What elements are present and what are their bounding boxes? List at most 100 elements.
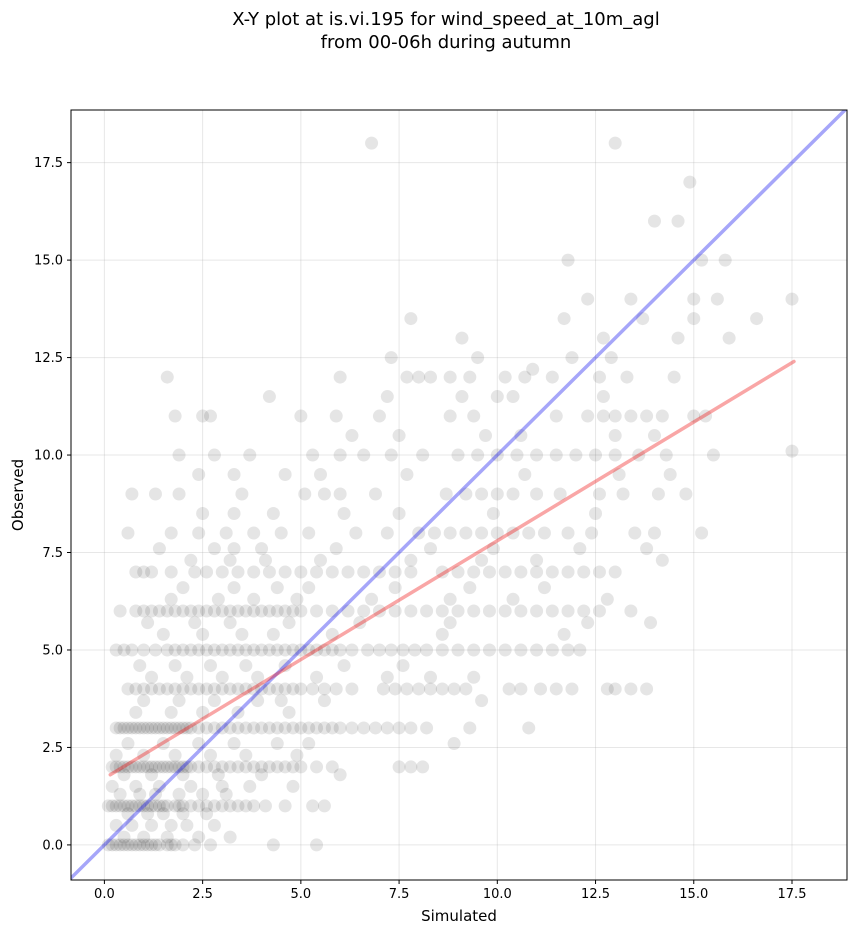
data-point	[498, 604, 512, 618]
data-point	[667, 370, 681, 384]
data-point	[192, 468, 206, 482]
data-point	[647, 429, 661, 443]
data-point	[329, 542, 343, 556]
data-point	[592, 604, 606, 618]
data-point	[400, 468, 414, 482]
data-point	[589, 507, 603, 521]
data-point	[184, 553, 198, 567]
data-point	[380, 390, 394, 404]
data-point	[274, 694, 288, 708]
data-point	[117, 799, 131, 813]
data-points	[101, 136, 799, 852]
data-point	[369, 487, 383, 501]
data-point	[200, 799, 214, 813]
data-point	[129, 604, 143, 618]
data-point	[164, 818, 178, 832]
data-point	[148, 787, 162, 801]
data-point	[231, 682, 245, 696]
data-point	[141, 721, 155, 735]
data-point	[215, 760, 229, 774]
data-point	[129, 799, 143, 813]
data-point	[467, 565, 481, 579]
data-point	[640, 409, 654, 423]
data-point	[569, 448, 583, 462]
data-point	[156, 737, 170, 751]
data-point	[145, 721, 159, 735]
data-point	[125, 760, 139, 774]
data-point	[451, 565, 465, 579]
data-point	[341, 604, 355, 618]
data-point	[416, 448, 430, 462]
regression-line	[108, 359, 796, 777]
data-point	[176, 838, 190, 852]
data-point	[388, 682, 402, 696]
data-point	[184, 799, 198, 813]
data-point	[109, 838, 123, 852]
data-point	[207, 682, 221, 696]
data-point	[424, 670, 438, 684]
data-point	[137, 760, 151, 774]
data-point	[553, 487, 567, 501]
data-point	[105, 838, 119, 852]
data-point	[266, 627, 280, 641]
data-point	[514, 682, 528, 696]
data-point	[522, 721, 536, 735]
data-point	[357, 448, 371, 462]
data-point	[357, 565, 371, 579]
data-point	[180, 760, 194, 774]
data-point	[718, 253, 732, 267]
data-point	[184, 779, 198, 793]
data-point	[164, 705, 178, 719]
data-point	[227, 581, 241, 595]
data-point	[333, 448, 347, 462]
data-point	[105, 760, 119, 774]
data-point	[600, 682, 614, 696]
data-point	[231, 565, 245, 579]
data-point	[565, 351, 579, 365]
data-point	[227, 468, 241, 482]
x-axis-label: Simulated	[421, 907, 497, 925]
data-point	[172, 787, 186, 801]
data-point	[215, 721, 229, 735]
data-point	[192, 830, 206, 844]
data-point	[133, 760, 147, 774]
data-point	[581, 616, 595, 630]
data-point	[223, 643, 237, 657]
data-point	[156, 721, 170, 735]
data-point	[141, 838, 155, 852]
y-tick-label: 2.5	[42, 741, 63, 756]
reference-lines	[71, 110, 847, 880]
data-point	[624, 292, 638, 306]
data-point	[416, 760, 430, 774]
data-point	[168, 659, 182, 673]
data-point	[420, 721, 434, 735]
data-point	[659, 448, 673, 462]
data-point	[148, 799, 162, 813]
data-point	[137, 838, 151, 852]
data-point	[372, 604, 386, 618]
data-point	[663, 468, 677, 482]
data-point	[404, 721, 418, 735]
data-point	[239, 643, 253, 657]
x-tick-label: 0.0	[94, 887, 115, 902]
data-point	[424, 682, 438, 696]
data-point	[459, 682, 473, 696]
data-point	[152, 682, 166, 696]
data-point	[396, 643, 410, 657]
data-point	[400, 682, 414, 696]
data-point	[545, 643, 559, 657]
data-point	[251, 670, 265, 684]
y-tick-label: 5.0	[42, 643, 63, 658]
data-point	[286, 779, 300, 793]
data-point	[384, 448, 398, 462]
chart-title: X-Y plot at is.vi.195 for wind_speed_at_…	[232, 9, 660, 30]
data-point	[490, 448, 504, 462]
data-point	[647, 214, 661, 228]
data-point	[596, 390, 610, 404]
data-point	[239, 659, 253, 673]
data-point	[219, 526, 233, 540]
data-point	[310, 760, 324, 774]
data-point	[164, 838, 178, 852]
data-point	[325, 627, 339, 641]
